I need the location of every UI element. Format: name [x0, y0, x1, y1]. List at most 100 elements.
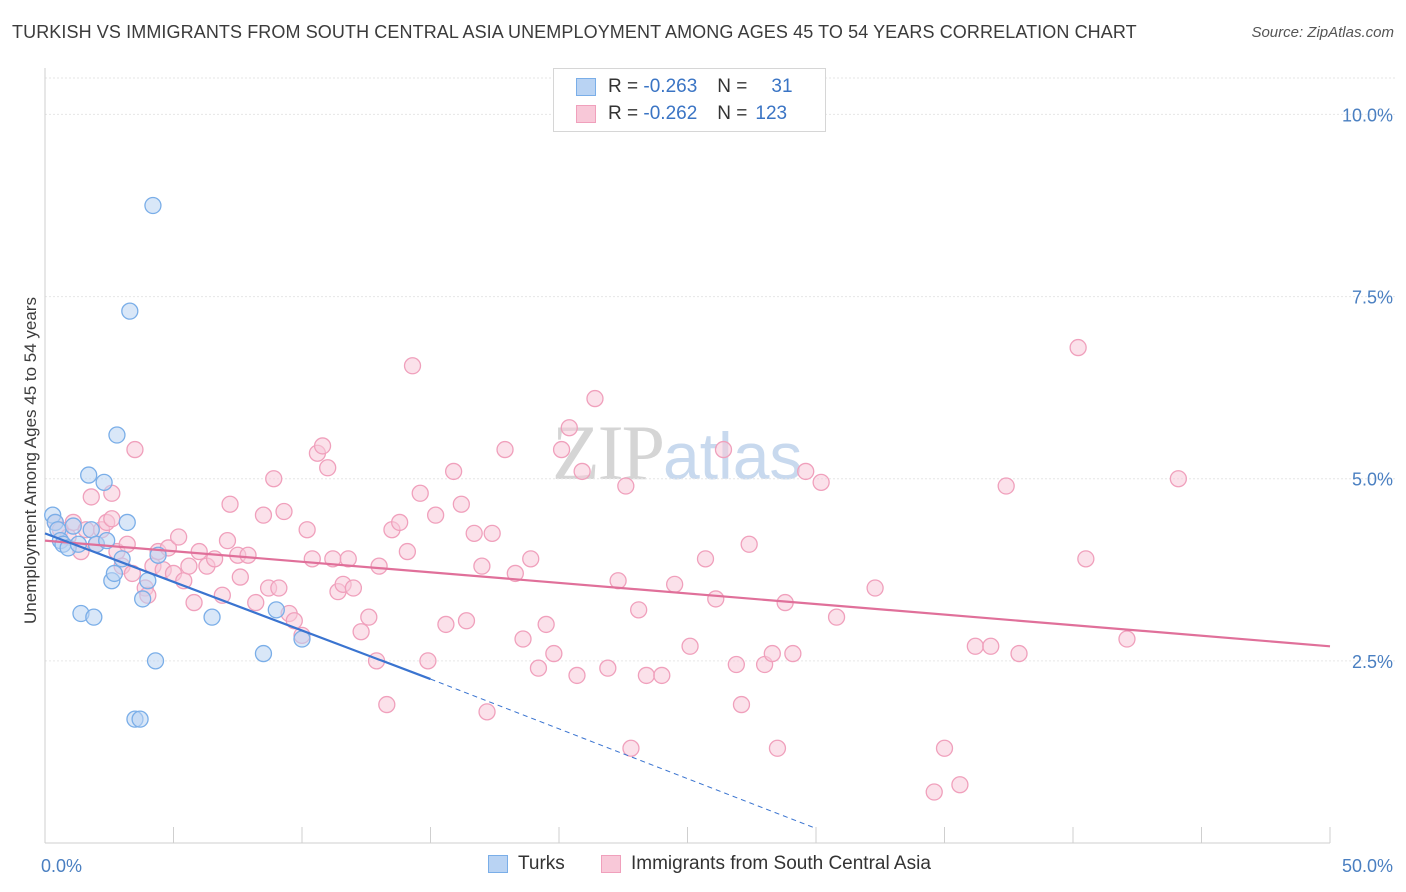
- immigrants-point: [270, 579, 288, 597]
- immigrants-point: [514, 630, 532, 648]
- turks-point: [64, 517, 82, 535]
- immigrants-point: [617, 477, 635, 495]
- turks-point: [118, 513, 136, 532]
- immigrants-point: [727, 655, 745, 674]
- turks-point: [85, 608, 103, 626]
- immigrants-point: [1118, 630, 1136, 648]
- immigrants-point: [599, 659, 617, 677]
- immigrants-point: [506, 564, 524, 583]
- legend-r-value-turks: -0.263: [643, 76, 698, 97]
- turks-point: [121, 302, 139, 320]
- y-tick-label: 10.0%: [1342, 105, 1393, 125]
- immigrants-point: [630, 601, 648, 619]
- legend-swatch-turks: [576, 78, 596, 96]
- legend-n-label: N =: [717, 76, 748, 97]
- legend-r-label: R =: [608, 103, 639, 124]
- immigrants-point: [444, 462, 463, 481]
- immigrants-point: [812, 473, 830, 492]
- immigrants-point: [478, 703, 496, 721]
- y-axis-label: Unemployment Among Ages 45 to 54 years: [21, 297, 40, 624]
- immigrants-point: [360, 608, 378, 626]
- legend-r-value-immigrants: -0.262: [643, 103, 698, 124]
- immigrants-point: [797, 462, 815, 481]
- immigrants-point: [560, 419, 578, 437]
- bottom-legend-immigrants: Immigrants from South Central Asia: [601, 852, 931, 876]
- series-turks-points: [44, 196, 311, 728]
- immigrants-point: [239, 546, 257, 564]
- immigrants-point: [545, 644, 563, 663]
- immigrants-point: [185, 593, 203, 612]
- immigrants-point: [378, 695, 396, 714]
- immigrants-point: [696, 550, 715, 568]
- immigrants-point: [707, 590, 725, 608]
- immigrants-point: [982, 637, 1000, 655]
- immigrants-point: [537, 615, 555, 634]
- immigrants-point: [714, 440, 733, 459]
- chart-title: TURKISH VS IMMIGRANTS FROM SOUTH CENTRAL…: [12, 22, 1137, 42]
- immigrants-point: [344, 579, 363, 597]
- turks-point: [203, 608, 221, 626]
- immigrants-point: [231, 568, 249, 586]
- turks-point: [134, 590, 152, 608]
- immigrants-point: [732, 695, 751, 714]
- immigrants-point: [169, 528, 188, 546]
- turks-point: [82, 521, 100, 539]
- immigrants-point: [82, 488, 100, 506]
- immigrants-point: [265, 470, 283, 488]
- immigrants-point: [465, 524, 483, 543]
- legend-row-turks: R = -0.263 N = 31: [576, 75, 793, 99]
- turks-point: [254, 644, 273, 663]
- immigrants-point: [529, 659, 548, 677]
- immigrants-point: [254, 506, 273, 524]
- trend-line-turks: [44, 532, 431, 681]
- legend-r-label: R =: [608, 76, 639, 97]
- immigrants-point: [319, 459, 337, 477]
- immigrants-point: [681, 637, 699, 655]
- legend-swatch-immigrants: [576, 105, 596, 123]
- immigrants-point: [275, 502, 293, 521]
- legend-n-value-immigrants: 123: [755, 103, 788, 124]
- immigrants-point: [285, 612, 303, 630]
- legend-n-value-turks: 31: [771, 76, 793, 97]
- immigrants-point: [339, 550, 357, 568]
- trend-line-turks-extension: [430, 678, 817, 829]
- immigrants-point: [1077, 550, 1095, 568]
- correlation-legend: R = -0.263 N = 31 R = -0.262 N = 123: [553, 68, 826, 132]
- turks-point: [105, 564, 124, 583]
- series-immigrants-points: [46, 338, 1188, 801]
- tick-labels: 2.5% 5.0% 7.5% 10.0% 0.0% 50.0%: [41, 105, 1393, 876]
- immigrants-point: [586, 389, 604, 408]
- immigrants-point: [483, 524, 501, 543]
- immigrants-point: [180, 557, 198, 575]
- immigrants-point: [568, 666, 586, 685]
- turks-point: [108, 426, 126, 444]
- immigrants-point: [473, 557, 491, 575]
- turks-point: [80, 466, 98, 484]
- immigrants-point: [437, 615, 455, 634]
- immigrants-point: [426, 506, 445, 524]
- bottom-legend-swatch-turks: [488, 855, 508, 873]
- immigrants-point: [997, 477, 1015, 495]
- turks-point: [95, 473, 113, 492]
- bottom-legend-turks: Turks: [488, 852, 565, 876]
- immigrants-point: [298, 521, 316, 539]
- trend-lines: [44, 532, 1331, 829]
- immigrants-point: [411, 484, 429, 502]
- immigrants-point: [763, 644, 781, 663]
- immigrants-point: [370, 557, 388, 575]
- immigrants-point: [1069, 338, 1087, 357]
- immigrants-point: [1010, 644, 1028, 663]
- immigrants-point: [419, 652, 437, 670]
- immigrants-point: [740, 535, 758, 553]
- turks-point: [267, 601, 285, 619]
- immigrants-point: [190, 542, 208, 561]
- immigrants-point: [313, 437, 332, 455]
- immigrants-point: [403, 357, 422, 375]
- immigrants-point: [925, 783, 943, 801]
- y-tick-label: 7.5%: [1352, 288, 1393, 308]
- watermark: ZIPatlas: [552, 408, 802, 498]
- immigrants-point: [522, 550, 540, 568]
- immigrants-point: [391, 513, 409, 532]
- immigrants-point: [966, 637, 984, 655]
